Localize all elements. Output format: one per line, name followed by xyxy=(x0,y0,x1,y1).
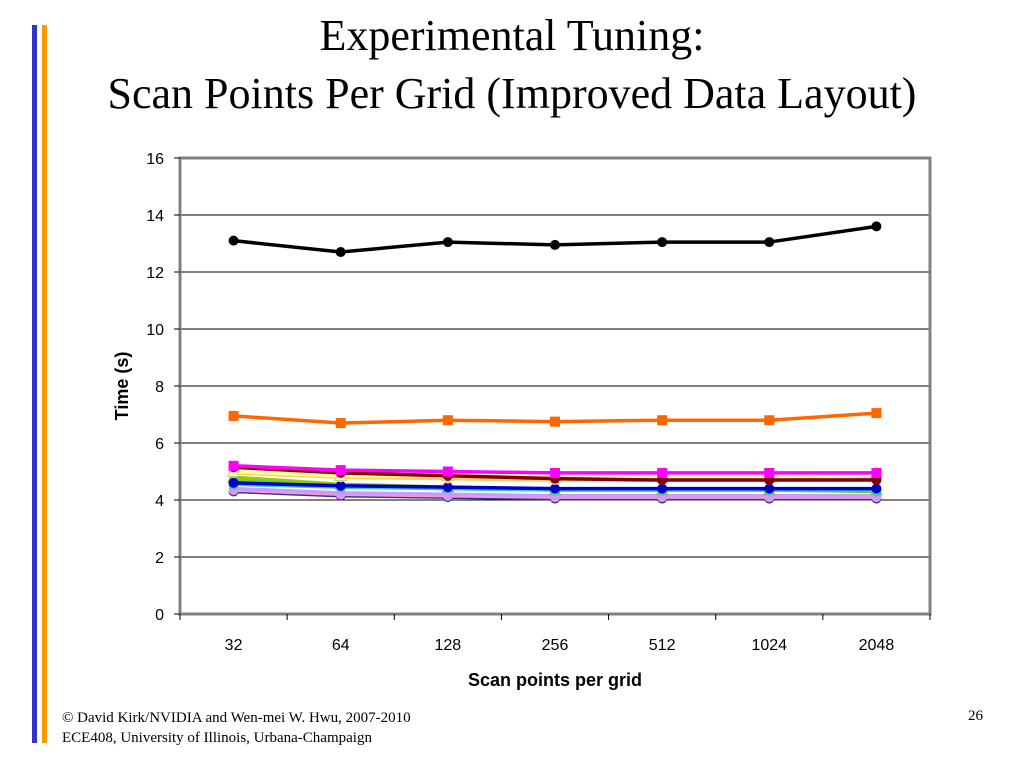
data-point xyxy=(442,237,453,248)
data-point xyxy=(335,465,346,476)
x-tick-label: 512 xyxy=(649,637,676,654)
data-point xyxy=(764,237,775,248)
x-tick-label: 256 xyxy=(542,637,569,654)
x-tick-label: 32 xyxy=(225,637,243,654)
data-point xyxy=(657,237,668,248)
data-point xyxy=(871,408,882,419)
y-tick-label: 4 xyxy=(155,493,164,510)
data-point xyxy=(442,466,453,477)
data-point xyxy=(228,235,239,246)
data-point xyxy=(550,416,560,427)
y-tick-label: 2 xyxy=(155,550,164,567)
data-point xyxy=(871,221,882,232)
x-tick-label: 128 xyxy=(435,637,462,654)
data-point xyxy=(442,415,453,426)
data-point xyxy=(442,482,453,493)
x-tick-label: 2048 xyxy=(859,637,895,654)
data-point xyxy=(335,247,346,258)
slide-title-line1: Experimental Tuning: xyxy=(319,11,705,60)
data-point xyxy=(764,483,775,494)
page-number: 26 xyxy=(968,708,983,724)
data-point xyxy=(871,467,882,478)
data-point xyxy=(657,415,668,426)
data-point xyxy=(550,483,560,494)
grid-lines xyxy=(180,214,930,558)
x-axis-label: Scan points per grid xyxy=(468,670,642,690)
footer-credits: © David Kirk/NVIDIA and Wen-mei W. Hwu, … xyxy=(62,708,411,748)
y-tick-label: 10 xyxy=(146,322,164,339)
data-point xyxy=(764,415,775,426)
data-point xyxy=(550,239,560,250)
footer-line-1: © David Kirk/NVIDIA and Wen-mei W. Hwu, … xyxy=(62,710,411,726)
axes: 0 2 4 6 8 10 12 14 16 32 64 128 256 512 1024 2048 xyxy=(146,151,931,654)
data-point xyxy=(228,477,239,488)
footer-line-2: ECE408, University of Illinois, Urbana-C… xyxy=(62,730,372,746)
y-tick-label: 14 xyxy=(146,208,164,225)
y-axis-label: Time (s) xyxy=(112,352,132,421)
left-accent-bar-orange xyxy=(42,25,47,743)
y-tick-label: 16 xyxy=(146,151,164,168)
slide-title-line2: Scan Points Per Grid (Improved Data Layo… xyxy=(107,69,917,118)
x-tick-label: 64 xyxy=(332,637,350,654)
data-point xyxy=(228,460,239,471)
y-tick-label: 0 xyxy=(155,607,164,624)
data-point xyxy=(228,410,239,421)
x-tick-label: 1024 xyxy=(751,637,787,654)
data-point xyxy=(657,467,668,478)
data-point xyxy=(657,483,668,494)
data-point xyxy=(335,418,346,429)
data-point xyxy=(871,483,882,494)
y-tick-label: 8 xyxy=(155,379,164,396)
series-lines xyxy=(227,221,883,504)
data-point xyxy=(550,467,560,478)
data-point xyxy=(764,467,775,478)
y-tick-label: 6 xyxy=(155,436,164,453)
y-tick-label: 12 xyxy=(146,265,164,282)
left-accent-bar-blue xyxy=(32,25,37,743)
data-point xyxy=(335,480,346,491)
